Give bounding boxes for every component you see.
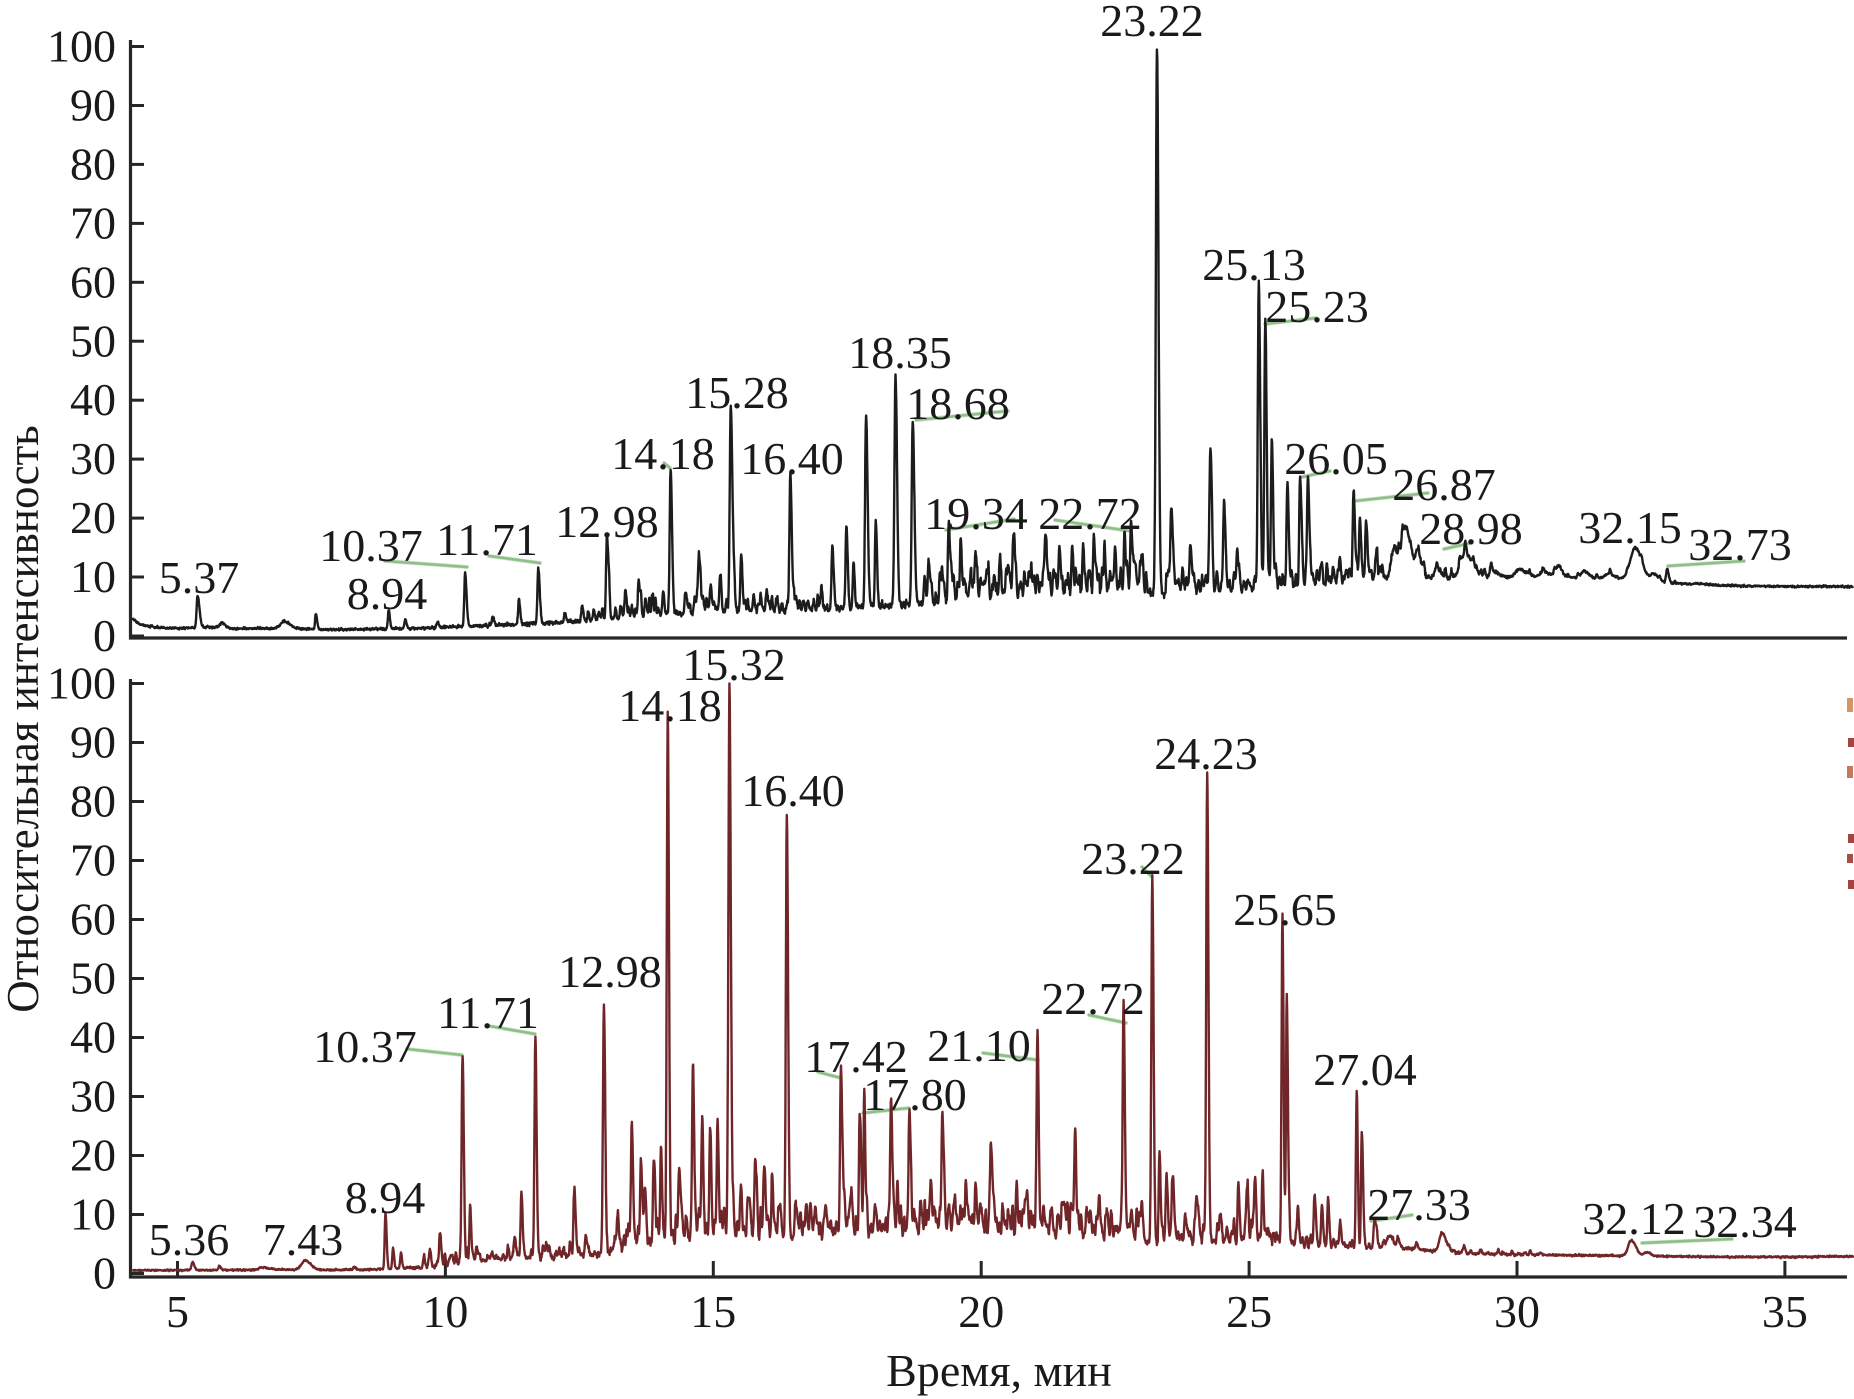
svg-text:22.72: 22.72 (1038, 488, 1142, 539)
svg-text:20: 20 (70, 1130, 116, 1181)
svg-text:25: 25 (1226, 1286, 1272, 1337)
svg-text:100: 100 (47, 658, 116, 709)
svg-text:8.94: 8.94 (347, 568, 428, 619)
svg-text:11.71: 11.71 (436, 514, 538, 565)
svg-text:20: 20 (70, 492, 116, 543)
svg-text:30: 30 (70, 433, 116, 484)
svg-text:10.37: 10.37 (319, 520, 423, 571)
svg-text:80: 80 (70, 776, 116, 827)
svg-text:18.35: 18.35 (848, 327, 952, 378)
svg-text:18.68: 18.68 (906, 378, 1010, 429)
svg-text:40: 40 (70, 1012, 116, 1063)
svg-text:60: 60 (70, 894, 116, 945)
svg-text:10: 10 (422, 1286, 468, 1337)
svg-text:28.98: 28.98 (1419, 503, 1523, 554)
svg-text:12.98: 12.98 (558, 946, 662, 997)
svg-text:25.65: 25.65 (1233, 884, 1337, 935)
svg-text:5.36: 5.36 (149, 1214, 230, 1265)
svg-text:0: 0 (93, 610, 116, 661)
svg-text:30: 30 (1494, 1286, 1540, 1337)
svg-text:7.43: 7.43 (263, 1214, 344, 1265)
svg-text:70: 70 (70, 835, 116, 886)
svg-text:26.87: 26.87 (1392, 459, 1496, 510)
svg-text:11.71: 11.71 (437, 987, 539, 1038)
svg-text:25.23: 25.23 (1265, 281, 1369, 332)
svg-text:25.13: 25.13 (1202, 239, 1306, 290)
svg-text:19.34: 19.34 (924, 488, 1028, 539)
svg-text:90: 90 (70, 717, 116, 768)
svg-text:10.37: 10.37 (313, 1021, 417, 1072)
svg-text:15.28: 15.28 (685, 367, 789, 418)
svg-text:0: 0 (93, 1248, 116, 1299)
svg-text:14.18: 14.18 (611, 428, 715, 479)
svg-text:32.34: 32.34 (1693, 1196, 1797, 1247)
svg-text:32.73: 32.73 (1688, 519, 1792, 570)
svg-text:Относительная интенсивность: Относительная интенсивность (0, 425, 48, 1013)
svg-text:8.94: 8.94 (345, 1172, 426, 1223)
svg-text:27.04: 27.04 (1313, 1044, 1417, 1095)
svg-text:27.33: 27.33 (1367, 1179, 1471, 1230)
svg-text:17.42: 17.42 (804, 1031, 908, 1082)
svg-text:10: 10 (70, 551, 116, 602)
svg-text:16.40: 16.40 (740, 433, 844, 484)
svg-text:24.23: 24.23 (1154, 728, 1258, 779)
svg-text:50: 50 (70, 315, 116, 366)
svg-text:30: 30 (70, 1071, 116, 1122)
svg-text:100: 100 (47, 21, 116, 72)
svg-text:12.98: 12.98 (555, 496, 659, 547)
svg-text:15: 15 (690, 1286, 736, 1337)
svg-text:14.18: 14.18 (618, 680, 722, 731)
svg-text:10: 10 (70, 1189, 116, 1240)
svg-text:32.15: 32.15 (1578, 502, 1682, 553)
svg-text:35: 35 (1762, 1286, 1808, 1337)
svg-text:Время, мин: Время, мин (886, 1345, 1112, 1396)
svg-text:5.37: 5.37 (159, 552, 240, 603)
svg-text:16.40: 16.40 (741, 765, 845, 816)
svg-text:60: 60 (70, 256, 116, 307)
svg-text:70: 70 (70, 197, 116, 248)
svg-text:17.80: 17.80 (863, 1069, 967, 1120)
svg-text:50: 50 (70, 953, 116, 1004)
svg-text:26.05: 26.05 (1284, 433, 1388, 484)
svg-text:32.12: 32.12 (1582, 1193, 1686, 1244)
svg-text:23.22: 23.22 (1100, 0, 1204, 46)
svg-text:21.10: 21.10 (927, 1020, 1031, 1071)
svg-text:15.32: 15.32 (682, 639, 786, 690)
svg-text:22.72: 22.72 (1041, 973, 1145, 1024)
svg-text:20: 20 (958, 1286, 1004, 1337)
svg-text:80: 80 (70, 138, 116, 189)
svg-text:90: 90 (70, 79, 116, 130)
svg-text:23.22: 23.22 (1081, 833, 1185, 884)
svg-text:40: 40 (70, 374, 116, 425)
svg-text:5: 5 (166, 1286, 189, 1337)
